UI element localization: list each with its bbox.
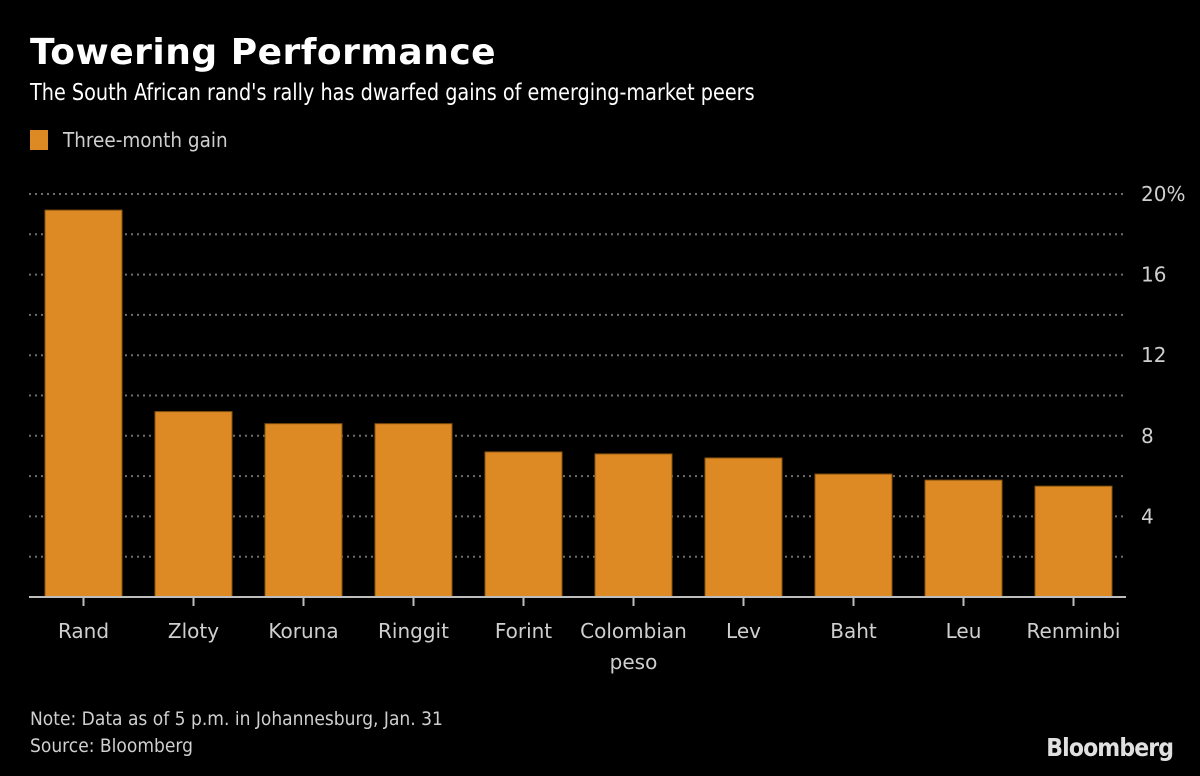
- bar: [154, 411, 233, 598]
- chart-title: Towering Performance: [30, 32, 497, 73]
- bar: [374, 423, 453, 598]
- bars: [44, 209, 1113, 598]
- bar: [44, 209, 123, 598]
- legend: Three-month gain: [30, 128, 242, 152]
- x-tick-label: Koruna: [268, 619, 338, 643]
- x-tick-label: Ringgit: [378, 619, 449, 643]
- footer: Note: Data as of 5 p.m. in Johannesburg,…: [30, 706, 443, 760]
- x-tick-label: Lev: [726, 619, 761, 643]
- x-tick-label: Leu: [946, 619, 982, 643]
- y-tick-label: 16: [1141, 263, 1166, 287]
- footnote: Note: Data as of 5 p.m. in Johannesburg,…: [30, 708, 443, 730]
- x-tick-label: Renminbi: [1027, 619, 1121, 643]
- y-tick-label: 12: [1141, 343, 1166, 367]
- bar: [814, 473, 893, 598]
- y-tick-label: 8: [1141, 424, 1154, 448]
- x-tick-label: Zloty: [168, 619, 219, 643]
- x-axis: [29, 596, 1126, 606]
- x-tick-label: Rand: [58, 619, 109, 643]
- bar: [594, 453, 673, 598]
- bar: [924, 479, 1003, 598]
- bloomberg-logo: Bloomberg: [1046, 733, 1174, 762]
- legend-label: Three-month gain: [63, 128, 228, 152]
- y-tick-label: 4: [1141, 504, 1154, 528]
- bar: [264, 423, 343, 598]
- y-axis-labels: 4 8 12 16 20%: [1141, 182, 1185, 528]
- bar: [484, 451, 563, 598]
- x-axis-labels: Rand Zloty Koruna Ringgit Forint Colombian pes…: [58, 619, 1121, 674]
- chart-subtitle: The South African rand's rally has dwarf…: [30, 80, 755, 106]
- legend-swatch: [30, 130, 48, 150]
- bar: [1034, 485, 1113, 598]
- x-tick-label: Baht: [830, 619, 877, 643]
- source: Source: Bloomberg: [30, 735, 193, 757]
- x-tick-label: Colombian peso: [580, 619, 687, 674]
- y-tick-label: 20%: [1141, 182, 1185, 206]
- bar: [704, 457, 783, 598]
- x-tick-label: Forint: [495, 619, 552, 643]
